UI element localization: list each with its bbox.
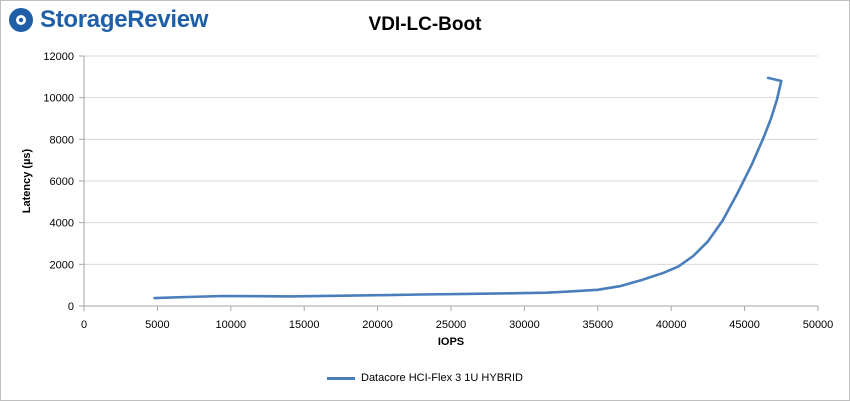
series-lines [153,76,783,300]
chart-title: VDI-LC-Boot [368,14,482,35]
x-tick-label: 10000 [216,319,247,331]
x-axis-label: IOPS [438,336,464,348]
y-tick-label: 4000 [50,218,74,230]
gridlines [84,55,818,265]
x-tick-label: 50000 [803,319,834,331]
legend-label: Datacore HCI-Flex 3 1U HYBRID [361,372,523,384]
brand-logo: StorageReview [8,6,208,34]
x-tick-label: 0 [81,319,87,331]
x-tick-label: 30000 [509,319,540,331]
legend-swatch [327,376,355,380]
axes [79,55,819,311]
x-tick-label: 5000 [145,319,169,331]
legend: Datacore HCI-Flex 3 1U HYBRID [0,372,850,384]
x-tick-label: 40000 [656,319,687,331]
x-tick-label: 35000 [583,319,614,331]
y-tick-label: 12000 [43,51,74,63]
x-tick-label: 25000 [436,319,467,331]
y-tick-label: 10000 [43,93,74,105]
y-axis-label: Latency (µs) [21,148,33,213]
y-tick-labels: 0 2000 4000 6000 8000 10000 12000 [43,51,74,313]
y-tick-label: 6000 [50,176,74,188]
y-tick-label: 8000 [50,134,74,146]
x-tick-label: 20000 [362,319,393,331]
brand-name: StorageReview [40,6,209,33]
y-tick-label: 2000 [50,259,74,271]
x-tick-label: 45000 [729,319,760,331]
storagereview-logo-icon [9,8,33,32]
series-line-0 [153,76,783,300]
x-tick-labels: 0 5000 10000 15000 20000 25000 30000 35000 40000… [81,319,833,331]
y-tick-label: 0 [68,301,74,313]
x-tick-label: 15000 [289,319,320,331]
